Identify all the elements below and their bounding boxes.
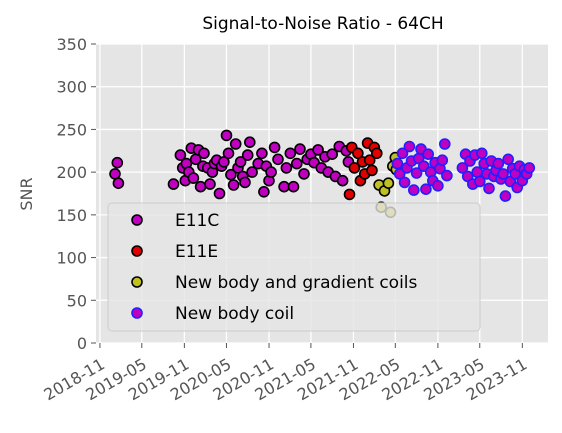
data-point xyxy=(241,149,254,161)
data-point xyxy=(436,154,449,166)
y-tick-label: 250 xyxy=(56,120,87,139)
data-point xyxy=(499,190,512,202)
y-tick-label: 100 xyxy=(56,249,87,268)
data-point xyxy=(229,138,242,150)
legend-marker xyxy=(131,276,143,288)
data-point xyxy=(258,186,270,198)
data-point xyxy=(370,147,383,160)
data-point xyxy=(391,157,404,170)
legend-box xyxy=(107,202,481,332)
data-point xyxy=(410,167,423,179)
data-point xyxy=(438,138,451,150)
data-point xyxy=(396,147,409,160)
data-point xyxy=(109,168,121,180)
y-tick-label: 0 xyxy=(77,334,87,353)
data-point xyxy=(272,153,284,166)
data-point xyxy=(213,187,226,200)
y-tick-label: 200 xyxy=(56,163,87,182)
data-point xyxy=(234,156,247,168)
data-point xyxy=(382,177,395,189)
data-point xyxy=(483,182,495,195)
data-point xyxy=(265,166,277,178)
data-point xyxy=(187,172,200,184)
data-point xyxy=(290,157,303,170)
data-point xyxy=(336,174,349,187)
data-point xyxy=(407,184,420,196)
data-point xyxy=(246,166,258,178)
data-points xyxy=(109,129,536,219)
data-point xyxy=(167,178,180,190)
data-point xyxy=(244,136,256,148)
data-point xyxy=(348,162,361,174)
data-point xyxy=(441,169,453,182)
data-point xyxy=(278,180,290,193)
legend-label: New body coil xyxy=(175,304,294,324)
data-point xyxy=(523,162,536,174)
data-point xyxy=(287,180,300,193)
data-point xyxy=(352,147,364,160)
data-point xyxy=(256,147,268,160)
data-point xyxy=(204,178,216,190)
data-point xyxy=(420,183,432,195)
data-point xyxy=(456,162,469,174)
legend: E11C E11E New body and gradient coils New b… xyxy=(107,202,481,332)
data-point xyxy=(239,176,251,189)
y-tick-label: 50 xyxy=(67,291,87,310)
legend-marker xyxy=(131,307,143,319)
data-point xyxy=(112,177,125,189)
data-point xyxy=(492,157,505,170)
data-point xyxy=(471,166,484,178)
data-point xyxy=(220,129,233,142)
data-point xyxy=(326,148,339,160)
data-point xyxy=(194,180,207,193)
legend-marker xyxy=(131,214,143,226)
y-axis-label: SNR xyxy=(17,177,36,210)
y-axis-ticks: 0 50 100 150 200 250 300 350 xyxy=(56,35,96,353)
data-point xyxy=(475,147,488,160)
data-point xyxy=(198,147,210,160)
data-point xyxy=(222,147,235,160)
data-point xyxy=(280,162,293,174)
data-point xyxy=(312,144,324,156)
data-point xyxy=(284,147,297,160)
data-point xyxy=(343,188,356,201)
data-point xyxy=(294,143,306,155)
legend-label: E11E xyxy=(175,242,218,262)
data-point xyxy=(497,168,509,180)
data-point xyxy=(111,156,124,169)
x-axis-ticks: 2018-112019-052019-112020-052020-112021-… xyxy=(41,343,530,404)
legend-label: New body and gradient coils xyxy=(175,273,418,293)
data-point xyxy=(298,168,310,180)
y-tick-label: 300 xyxy=(56,78,87,97)
data-point xyxy=(268,141,281,154)
data-point xyxy=(218,156,230,168)
y-tick-label: 150 xyxy=(56,206,87,225)
chart-title: Signal-to-Noise Ratio - 64CH xyxy=(202,14,443,34)
data-point xyxy=(403,140,416,153)
data-point xyxy=(502,153,515,166)
data-point xyxy=(393,168,406,180)
legend-label: E11C xyxy=(175,211,219,231)
data-point xyxy=(227,179,240,191)
data-point xyxy=(422,148,435,160)
data-point xyxy=(398,176,411,189)
data-point xyxy=(366,164,378,177)
data-point xyxy=(225,168,237,181)
y-tick-label: 350 xyxy=(56,35,87,54)
data-point xyxy=(432,180,444,192)
data-point xyxy=(174,149,187,161)
data-point xyxy=(473,175,486,188)
legend-marker xyxy=(131,245,143,257)
